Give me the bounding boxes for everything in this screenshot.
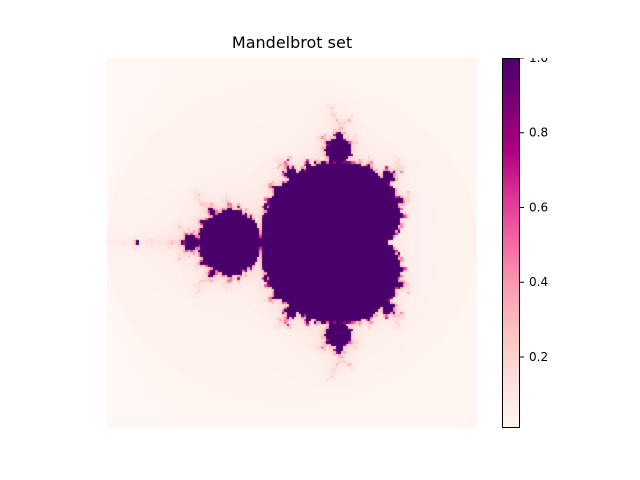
colorbar-gradient <box>502 58 520 428</box>
colorbar-tick-label: 0.6 <box>529 200 548 214</box>
colorbar-tick-label: 1.0 <box>529 58 548 65</box>
colorbar-tick-label: 0.8 <box>529 126 548 140</box>
colorbar-axis: 0.2 0.4 0.6 0.8 1.0 <box>520 58 548 364</box>
colorbar-frame <box>502 58 520 428</box>
colorbar-tick-label: 0.2 <box>529 350 548 364</box>
chart-title: Mandelbrot set <box>231 33 353 52</box>
colorbar <box>502 58 520 428</box>
mandelbrot-heatmap <box>107 58 477 428</box>
colorbar-tick-label: 0.4 <box>529 275 548 289</box>
